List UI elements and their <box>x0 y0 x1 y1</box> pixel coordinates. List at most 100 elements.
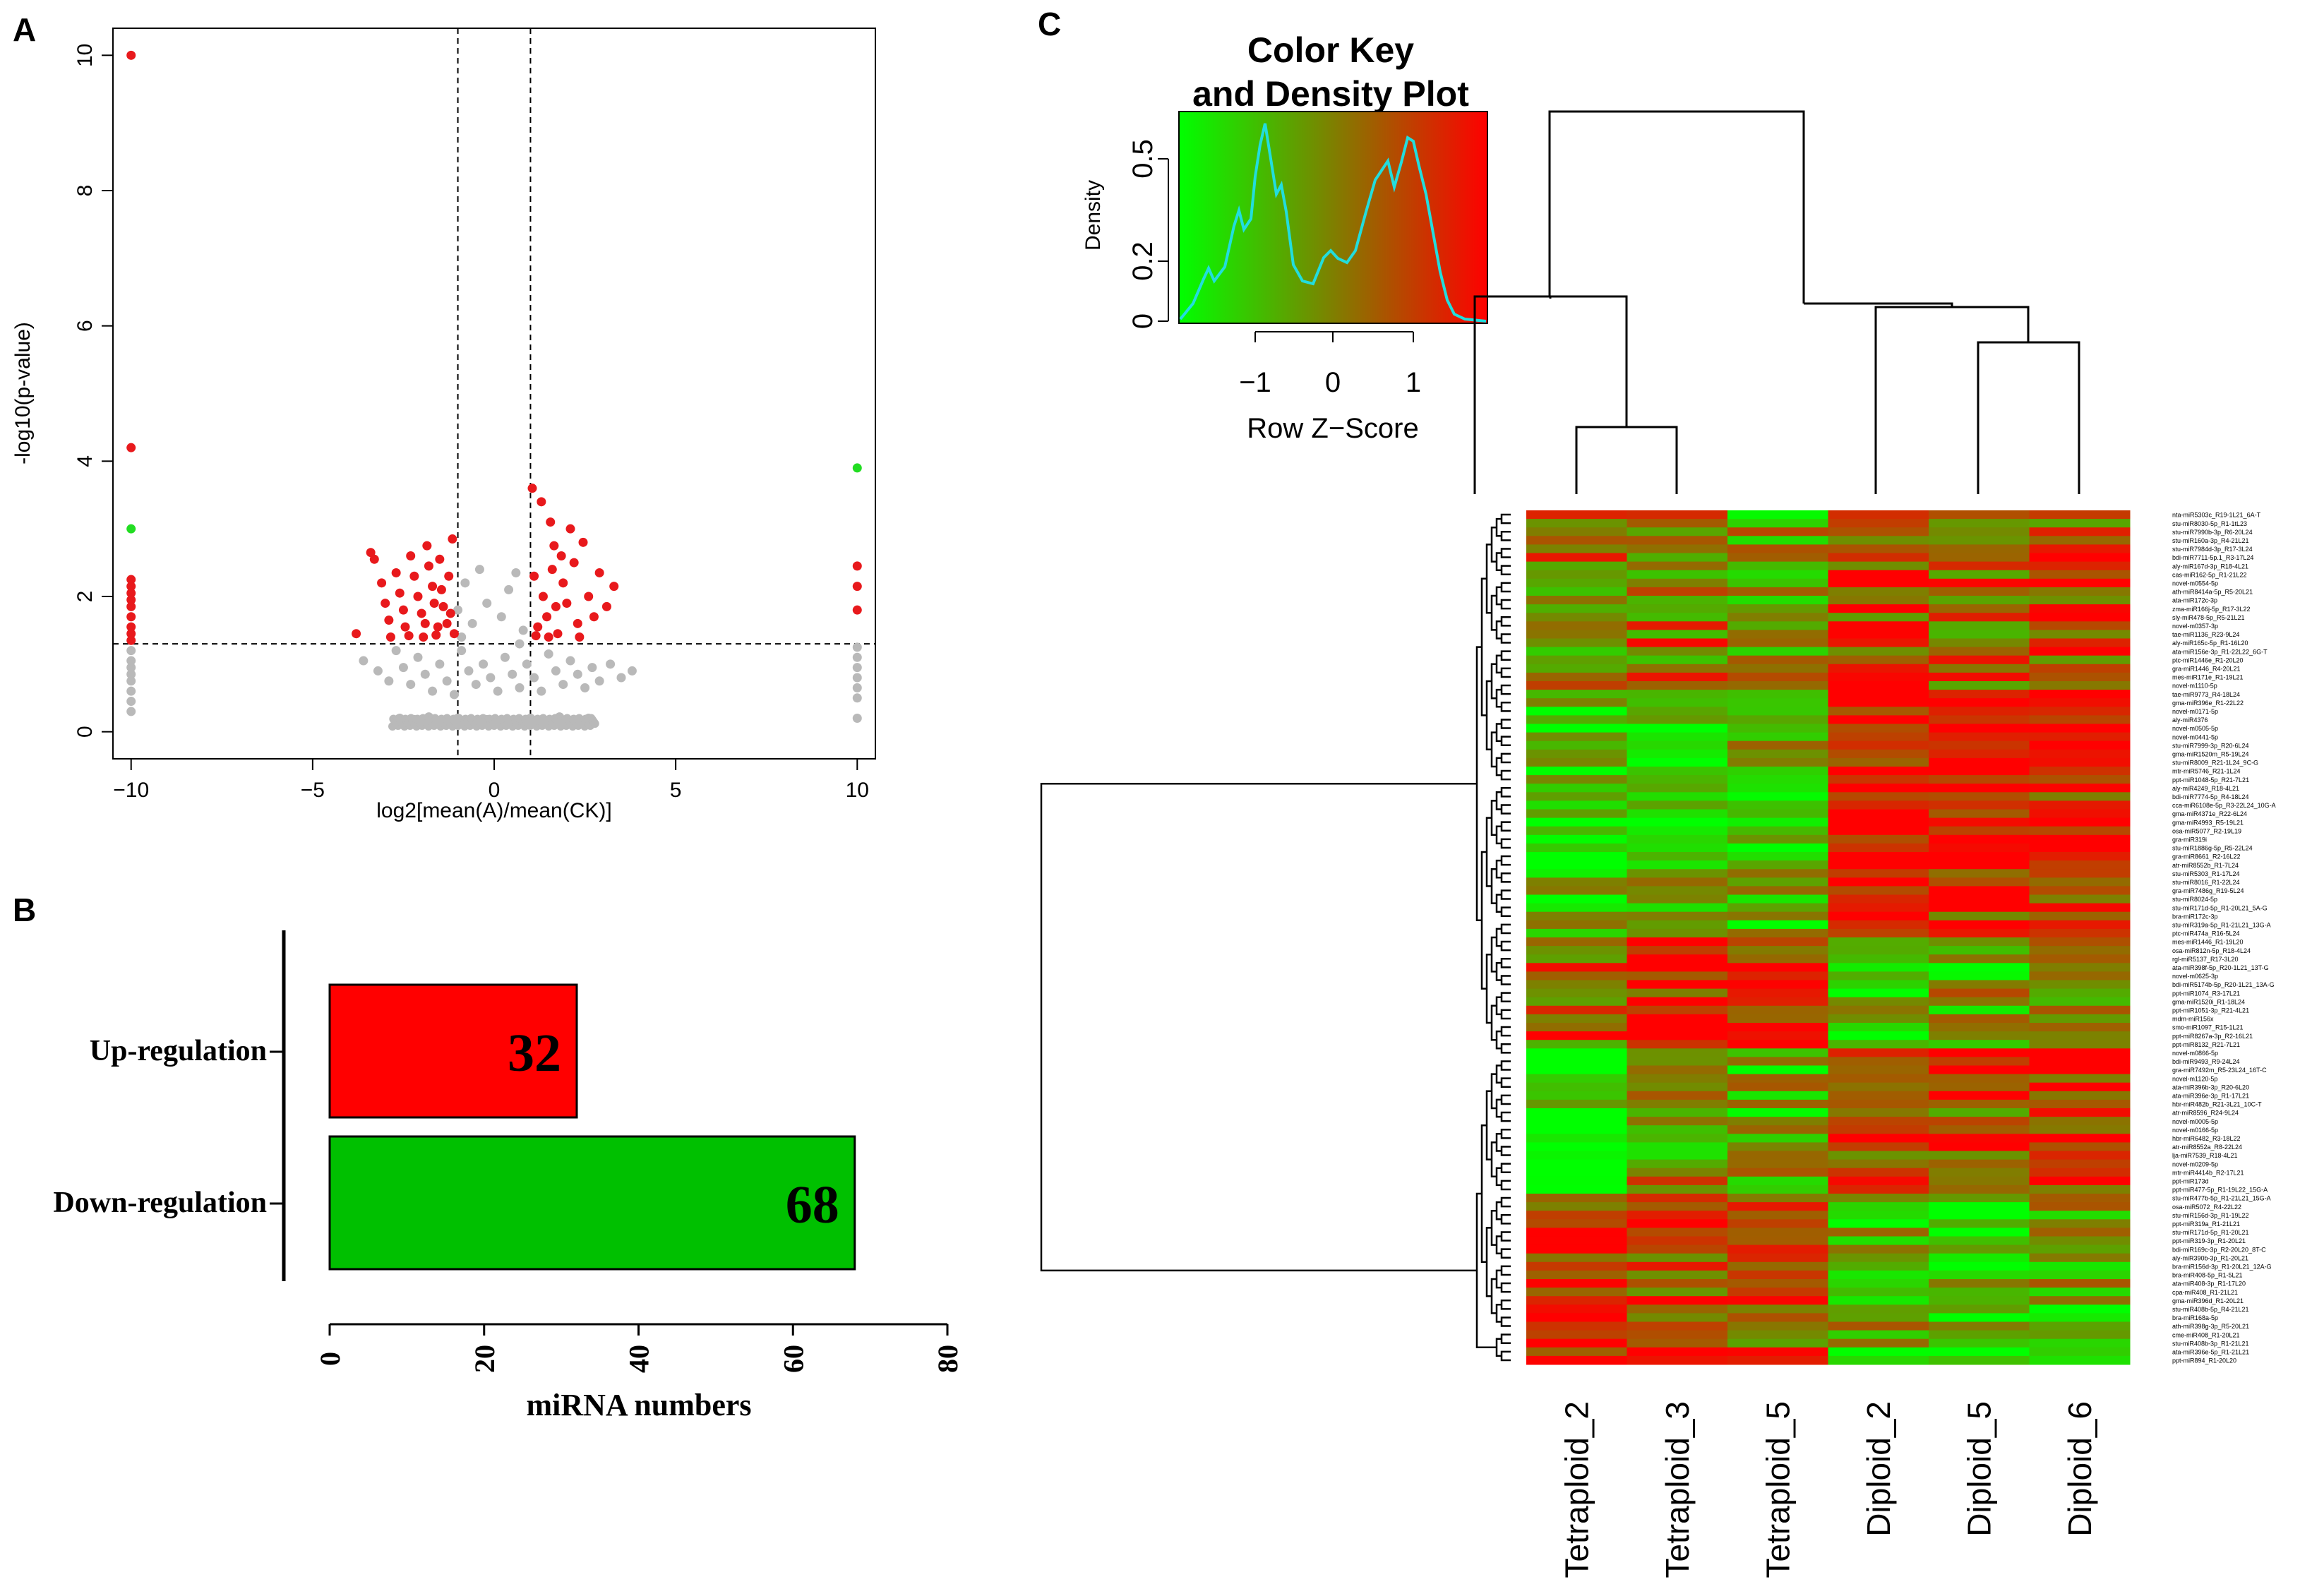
heatmap-cell <box>1526 715 1627 724</box>
heatmap-cell <box>2029 1134 2131 1143</box>
volcano-point-not-significant <box>504 584 514 594</box>
heatmap-cell <box>1929 1211 2030 1220</box>
heatmap-cell <box>1627 740 1728 750</box>
heatmap-cell <box>1526 1244 1627 1254</box>
volcano-y-tick-label: 8 <box>73 185 97 197</box>
heatmap-cell <box>1828 1313 1929 1322</box>
heatmap-row-label: stu-miR319a-5p_R1-21L21_13G-A <box>2172 921 2271 928</box>
heatmap-cell <box>1828 800 1929 810</box>
heatmap-row-label: stu-miR156d-3p_R1-19L22 <box>2172 1212 2249 1219</box>
volcano-point-significant <box>126 50 136 60</box>
heatmap-cell <box>2029 809 2131 819</box>
volcano-point-significant <box>573 618 582 628</box>
volcano-point-significant <box>431 630 441 640</box>
heatmap-cell <box>2029 621 2131 630</box>
column-dendrogram-fix <box>1625 296 1953 314</box>
color-key-x-label: Row Z−Score <box>1247 413 1418 444</box>
volcano-point-significant <box>126 582 136 592</box>
heatmap-cell <box>1627 886 1728 895</box>
volcano-point-significant <box>562 599 572 608</box>
row-dendrogram-branch <box>1500 804 1511 815</box>
heatmap-row-label: ppt-miR1051-3p_R21-4L21 <box>2172 1007 2249 1014</box>
heatmap-cell <box>1929 596 2030 605</box>
heatmap-cell <box>1828 894 1929 904</box>
color-key-subtitle: and Density Plot <box>1192 74 1469 114</box>
heatmap-cell <box>1526 1279 1627 1288</box>
heatmap-cell <box>1627 613 1728 622</box>
color-key-y-label: Density <box>1082 180 1105 251</box>
bar-x-tick-label: 20 <box>469 1345 501 1373</box>
heatmap-cell <box>1929 1288 2030 1297</box>
heatmap-cell <box>1727 1202 1828 1211</box>
heatmap-cell <box>1727 946 1828 955</box>
heatmap-row-label: gra-miR7486g_R19-5L24 <box>2172 887 2244 894</box>
heatmap-cell <box>1828 1236 1929 1246</box>
heatmap-cell <box>1727 672 1828 682</box>
heatmap-cell <box>1526 903 1627 913</box>
volcano-point-not-significant <box>587 663 597 673</box>
color-key-gradient <box>1179 112 1487 323</box>
heatmap-cell <box>1627 1134 1728 1143</box>
heatmap-cell <box>1828 954 1929 964</box>
row-dendrogram-branch <box>1500 1333 1511 1344</box>
heatmap-cell <box>1627 946 1728 955</box>
heatmap-cell <box>1526 980 1627 990</box>
heatmap-cell <box>1627 1108 1728 1117</box>
volcano-point-significant <box>352 629 361 639</box>
heatmap-cell <box>2029 536 2131 545</box>
row-dendrogram-branch <box>1500 684 1511 695</box>
heatmap-cell <box>1727 877 1828 887</box>
heatmap-cell <box>1727 1219 1828 1228</box>
heatmap-cell <box>1526 963 1627 972</box>
heatmap-cell <box>1627 971 1728 980</box>
heatmap-cell <box>2029 1236 2131 1246</box>
heatmap-cell <box>1929 715 2030 724</box>
heatmap-row-label: ppt-miR8132_R21-7L21 <box>2172 1041 2240 1048</box>
volcano-point-not-significant <box>515 639 525 649</box>
volcano-points <box>126 50 862 731</box>
heatmap-cell <box>1929 834 2030 844</box>
heatmap-cell <box>2029 698 2131 707</box>
row-dendrogram-branch <box>1500 769 1511 781</box>
heatmap-cell <box>1627 775 1728 784</box>
heatmap-cell <box>1526 1219 1627 1228</box>
heatmap-cell <box>1929 767 2030 776</box>
volcano-point-significant <box>569 558 579 568</box>
heatmap-row-label: gma-miR4371e_R22-6L24 <box>2172 810 2247 817</box>
heatmap-cell <box>1727 1023 1828 1032</box>
heatmap-cell <box>1727 519 1828 528</box>
heatmap-cell <box>1828 698 1929 707</box>
heatmap-cell <box>1627 1244 1728 1254</box>
heatmap-cell <box>1627 997 1728 1007</box>
heatmap-cell <box>1727 1134 1828 1143</box>
heatmap-cell <box>1526 920 1627 930</box>
heatmap-cell <box>2029 860 2131 870</box>
heatmap-cell <box>1627 1151 1728 1160</box>
heatmap-cell <box>1929 894 2030 904</box>
heatmap-cell <box>1627 1168 1728 1177</box>
row-dendrogram-branch <box>1500 872 1511 883</box>
heatmap-cell <box>2029 784 2131 793</box>
heatmap-cell <box>1929 1134 2030 1143</box>
heatmap-cell <box>2029 988 2131 998</box>
heatmap-cell <box>1828 1176 1929 1186</box>
heatmap-cell <box>1828 1244 1929 1254</box>
heatmap-cell <box>1727 715 1828 724</box>
heatmap-cell <box>1526 707 1627 716</box>
heatmap-cell <box>2029 1048 2131 1057</box>
heatmap-cell <box>1929 817 2030 827</box>
volcano-point-not-significant <box>573 669 582 679</box>
heatmap-cell <box>2029 886 2131 895</box>
heatmap-cell <box>1627 1048 1728 1057</box>
heatmap-cell <box>1526 1091 1627 1100</box>
heatmap-cell <box>1627 596 1728 605</box>
heatmap-cell <box>1526 1228 1627 1237</box>
bar-value-ticks: 0 20 40 60 80 <box>314 1324 964 1373</box>
volcano-point-not-significant <box>442 676 452 686</box>
volcano-point-not-significant <box>565 656 575 666</box>
color-key-title: Color Key <box>1247 30 1414 70</box>
heatmap-cell <box>1727 1355 1828 1365</box>
volcano-point-significant <box>594 568 604 577</box>
row-dendrogram-branch <box>1500 838 1511 849</box>
heatmap-cell <box>1828 928 1929 938</box>
